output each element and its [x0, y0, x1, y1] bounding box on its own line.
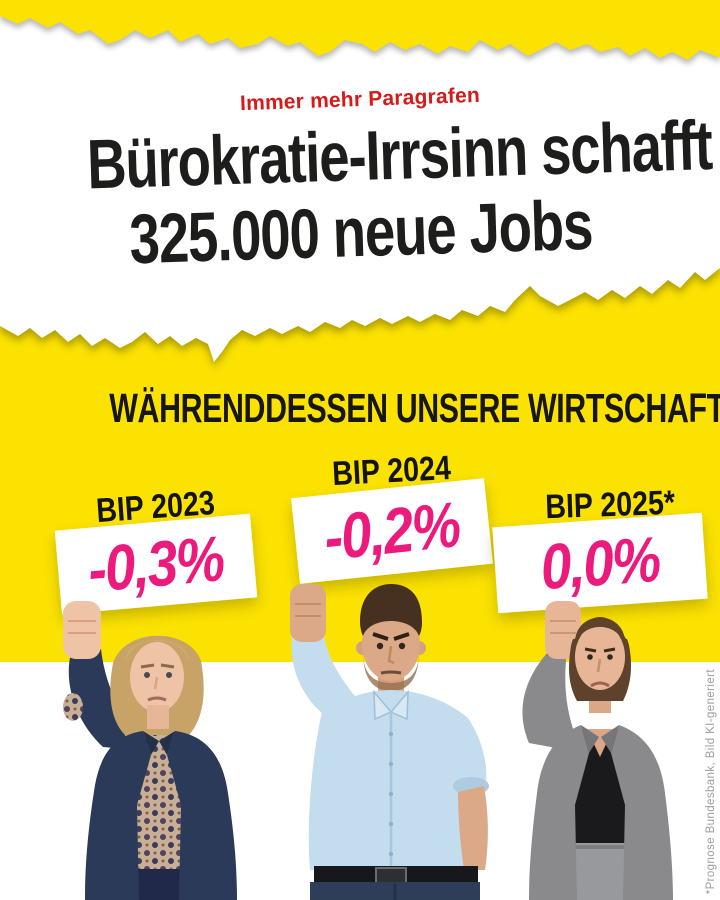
headline: Bürokratie-Irrsinn schafft 325.000 neue … — [0, 106, 720, 282]
section-title-text: WÄHRENDDESSEN UNSERE WIRTSCHAFT: — [109, 385, 720, 431]
torn-paper-header — [0, 0, 720, 362]
person-photo-woman-2023 — [63, 601, 237, 900]
stat-value-bip-2024: -0,2% — [321, 488, 463, 574]
headline-line2: 325.000 neue Jobs — [128, 185, 594, 279]
torn-white-paper — [0, 0, 720, 362]
section-title: WÄHRENDDESSEN UNSERE WIRTSCHAFT: — [0, 386, 720, 430]
person-photo-man-2024 — [290, 584, 489, 900]
torn-yellow-strip — [0, 0, 720, 60]
footnote: *Prognose Bundesbank, Bild KI-generiert — [705, 668, 717, 894]
person-photo-woman-2025 — [522, 601, 673, 900]
